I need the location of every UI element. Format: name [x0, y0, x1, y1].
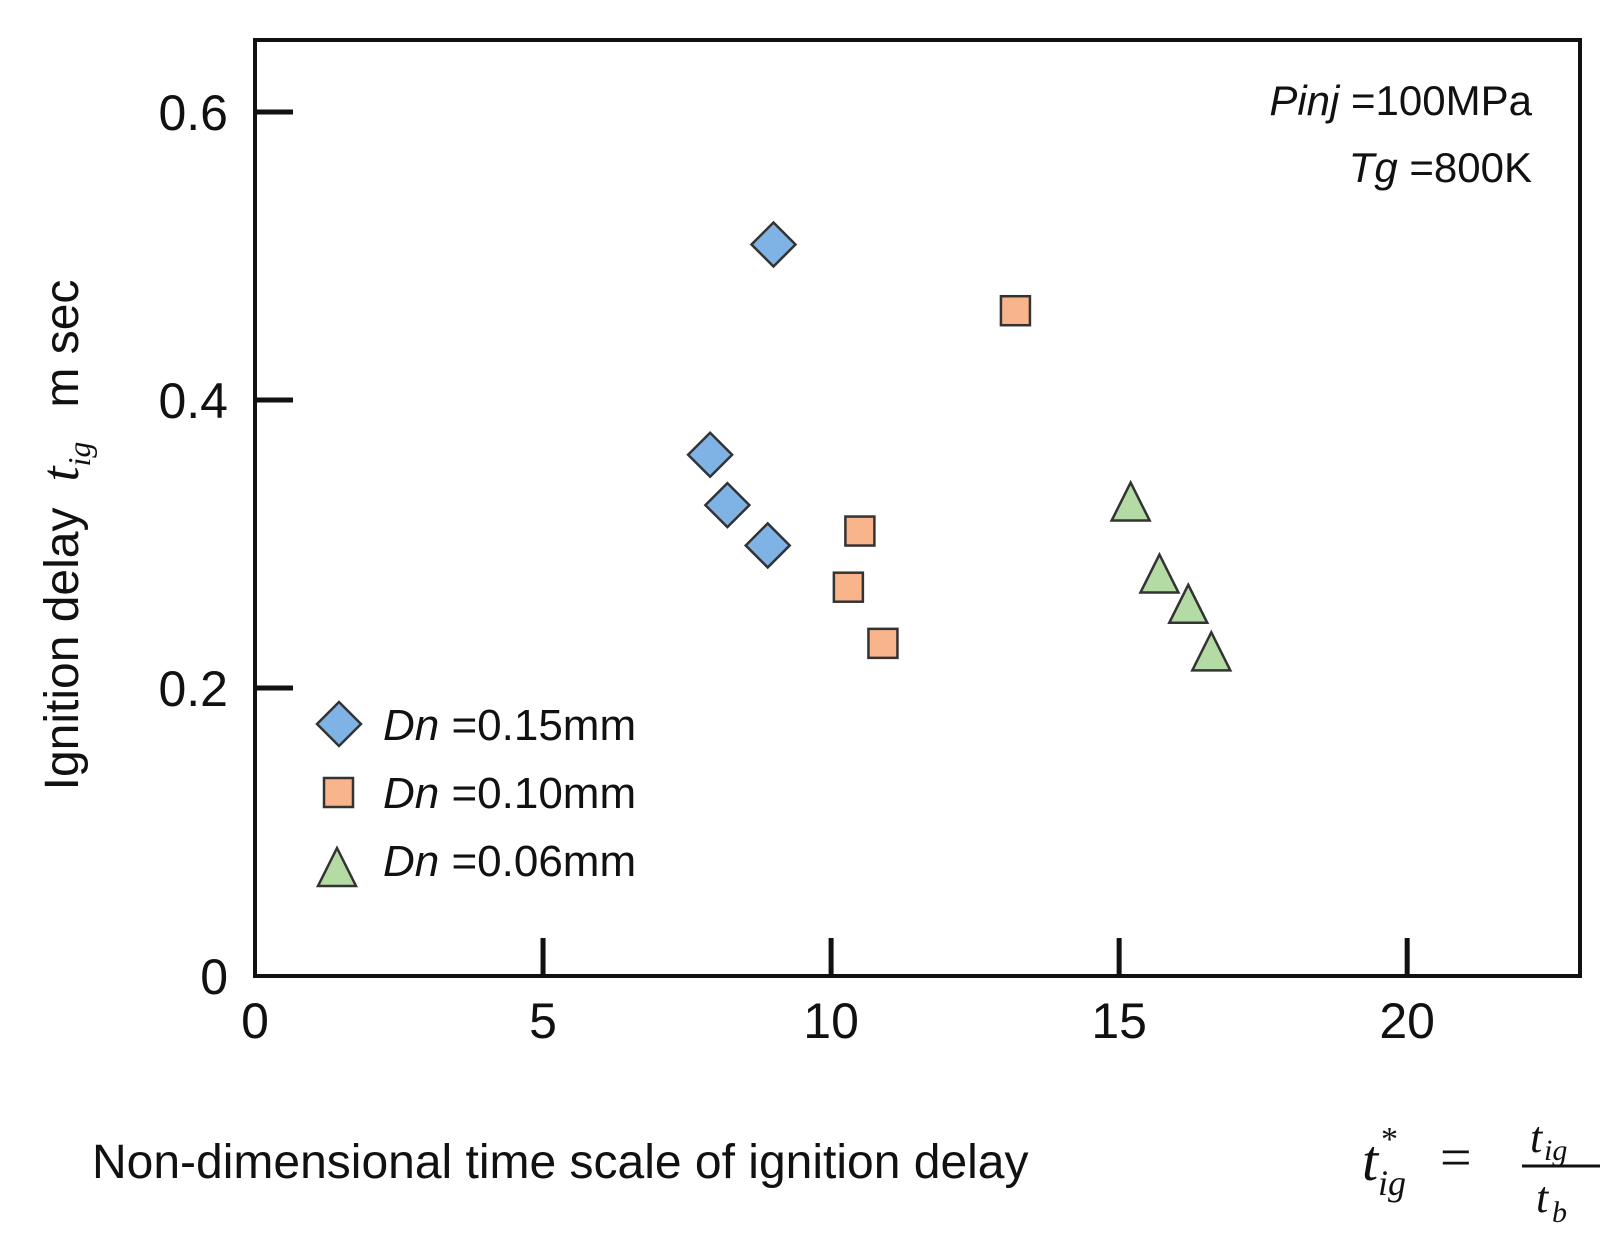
legend: Dn =0.15mm Dn =0.10mm Dn =0.06mm	[315, 700, 636, 888]
y-tick-label-0.2: 0.2	[158, 661, 228, 717]
y-axis-title: Ignition delaytigm sec	[30, 280, 97, 791]
point-square-3	[832, 571, 865, 603]
legend-label-dn-015: Dn =0.15mm	[383, 701, 636, 750]
point-triangle-2	[1138, 551, 1181, 594]
svg-text:ig: ig	[1544, 1134, 1567, 1167]
axis-tick-labels: 0 5 10 15 20 0 0.2 0.4 0.6	[158, 85, 1435, 1049]
y-tick-label-0.6: 0.6	[158, 85, 228, 141]
legend-label-dn-006: Dn =0.06mm	[383, 837, 636, 886]
point-diamond-2	[686, 430, 734, 479]
point-diamond-3	[703, 481, 752, 529]
x-axis-title: Non-dimensional time scale of ignition d…	[92, 1136, 1029, 1189]
svg-text:ig: ig	[1378, 1163, 1406, 1203]
y-tick-label-0.4: 0.4	[158, 373, 228, 429]
legend-marker-diamond	[315, 700, 363, 748]
point-square-2	[844, 515, 876, 547]
axis-ticks	[255, 109, 1410, 976]
point-square-4	[867, 627, 899, 660]
svg-text:t: t	[1530, 1113, 1544, 1162]
point-square-1	[999, 294, 1032, 327]
annotation-pinj: Pinj =100MPa	[1269, 77, 1532, 124]
x-tick-label-5: 5	[529, 993, 557, 1049]
data-points	[686, 220, 1233, 672]
x-tick-label-20: 20	[1379, 993, 1435, 1049]
point-diamond-1	[749, 220, 798, 269]
y-tick-label-0: 0	[200, 949, 228, 1005]
x-tick-label-0: 0	[241, 993, 269, 1049]
legend-marker-square	[322, 776, 355, 809]
svg-text:t: t	[1362, 1128, 1380, 1193]
legend-label-dn-010: Dn =0.10mm	[383, 769, 636, 818]
point-triangle-1	[1109, 479, 1152, 522]
svg-text:*: *	[1381, 1121, 1398, 1158]
svg-text:=: =	[1440, 1127, 1472, 1189]
svg-text:t: t	[1536, 1173, 1550, 1222]
annotation-tg: Tg =800K	[1349, 144, 1532, 191]
point-diamond-4	[743, 521, 792, 570]
svg-text:b: b	[1552, 1196, 1567, 1229]
x-tick-label-10: 10	[803, 993, 859, 1049]
point-triangle-3	[1167, 582, 1210, 625]
plot-frame	[253, 38, 1582, 978]
point-triangle-4	[1190, 629, 1233, 672]
legend-marker-triangle	[315, 845, 359, 888]
x-tick-label-15: 15	[1091, 993, 1147, 1049]
x-axis-formula: t * ig = t ig t b	[1362, 1113, 1600, 1229]
